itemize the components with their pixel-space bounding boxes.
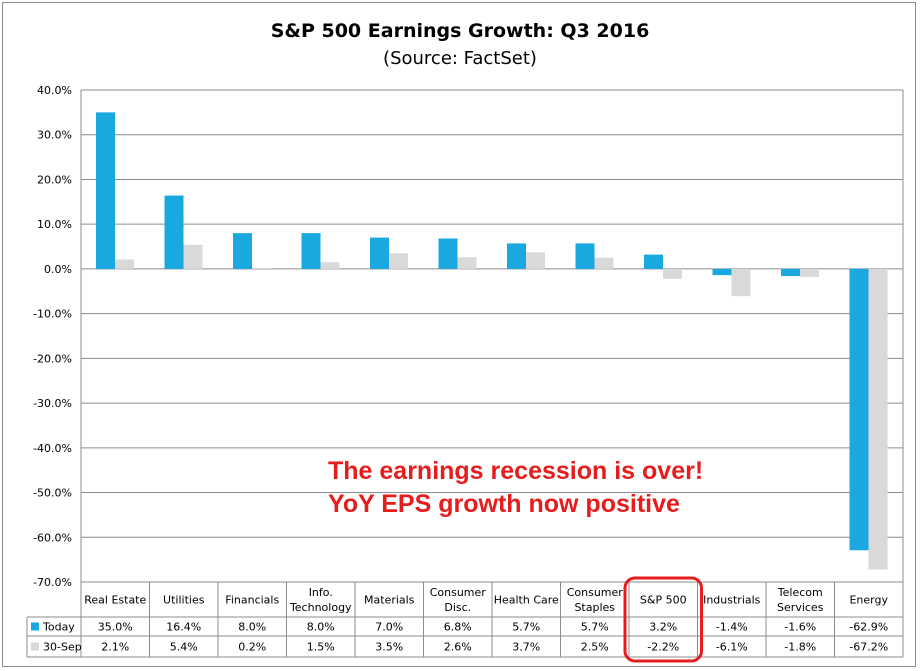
bar-30-sep — [389, 253, 408, 269]
data-label: 5.7% — [581, 621, 609, 634]
data-label: 2.1% — [101, 641, 129, 654]
bar-today — [164, 195, 184, 269]
category-label: Disc. — [444, 601, 471, 614]
data-label: 5.4% — [170, 641, 198, 654]
y-tick-label: -10.0% — [33, 308, 72, 321]
y-tick-label: 10.0% — [37, 218, 72, 231]
bar-today — [233, 233, 252, 269]
data-label: 2.6% — [444, 641, 472, 654]
bar-30-sep — [868, 268, 888, 570]
data-label: 2.5% — [581, 641, 609, 654]
category-label: Info. — [309, 586, 333, 599]
bar-today — [849, 268, 869, 551]
category-label: Industrials — [703, 594, 761, 607]
bar-30-sep — [252, 268, 271, 269]
y-tick-label: -70.0% — [33, 576, 72, 589]
y-tick-label: -40.0% — [33, 442, 72, 455]
legend-swatch — [31, 642, 39, 651]
data-label: 8.0% — [238, 621, 266, 634]
bar-today — [644, 254, 663, 269]
y-tick-label: 20.0% — [37, 173, 72, 186]
annotation-line-2: YoY EPS growth now positive — [328, 490, 680, 518]
bar-30-sep — [183, 244, 203, 269]
data-label: 1.5% — [307, 641, 335, 654]
data-label: 7.0% — [375, 621, 403, 634]
chart-title: S&P 500 Earnings Growth: Q3 2016 — [270, 20, 650, 42]
category-label: Health Care — [494, 594, 559, 607]
data-label: -1.6% — [784, 621, 816, 634]
y-tick-label: -60.0% — [33, 531, 72, 544]
data-label: -62.9% — [849, 621, 888, 634]
data-label: 3.2% — [649, 621, 677, 634]
bar-30-sep — [800, 268, 819, 277]
data-label: -1.8% — [784, 641, 816, 654]
bar-30-sep — [115, 259, 134, 269]
y-tick-label: 40.0% — [37, 84, 72, 97]
highlight-box — [623, 576, 703, 663]
bar-30-sep — [457, 257, 477, 269]
bar-today — [575, 243, 595, 269]
category-label: Staples — [574, 601, 615, 614]
bar-today — [301, 233, 321, 269]
data-label: 3.5% — [375, 641, 403, 654]
category-label: Financials — [225, 594, 279, 607]
data-label: 35.0% — [98, 621, 133, 634]
y-tick-label: -50.0% — [33, 487, 72, 500]
bar-today — [96, 112, 115, 269]
category-label: Telecom — [777, 586, 823, 599]
category-label: Materials — [364, 594, 415, 607]
legend-label: 30-Sep — [43, 641, 82, 654]
data-label: -67.2% — [849, 641, 888, 654]
data-label: 6.8% — [444, 621, 472, 634]
chart-subtitle: (Source: FactSet) — [383, 48, 537, 69]
data-label: -6.1% — [716, 641, 748, 654]
bar-30-sep — [663, 268, 682, 279]
y-tick-label: 30.0% — [37, 129, 72, 142]
data-label: 3.7% — [512, 641, 540, 654]
bar-30-sep — [320, 262, 340, 269]
category-label: Consumer — [430, 586, 487, 599]
category-label: Utilities — [163, 594, 205, 607]
bar-today — [370, 237, 389, 269]
category-label: Real Estate — [84, 594, 146, 607]
bar-30-sep — [526, 252, 545, 269]
category-label: Technology — [289, 601, 352, 614]
category-label: Consumer — [567, 586, 624, 599]
y-tick-label: -30.0% — [33, 397, 72, 410]
category-label: Services — [777, 601, 824, 614]
bar-today — [507, 243, 526, 269]
category-label: S&P 500 — [640, 594, 687, 607]
legend-label: Today — [42, 621, 75, 634]
y-tick-label: 0.0% — [44, 263, 72, 276]
bar-today — [781, 268, 800, 277]
data-label: -1.4% — [716, 621, 748, 634]
data-label: -2.2% — [647, 641, 679, 654]
data-label: 0.2% — [238, 641, 266, 654]
data-label: 16.4% — [166, 621, 201, 634]
category-label: Energy — [849, 594, 888, 607]
bar-today — [712, 268, 732, 276]
y-tick-label: -20.0% — [33, 352, 72, 365]
legend-swatch — [31, 622, 39, 631]
bar-today — [438, 238, 458, 269]
annotation-line-1: The earnings recession is over! — [328, 457, 704, 485]
bar-30-sep — [594, 257, 614, 269]
data-label: 8.0% — [307, 621, 335, 634]
data-label: 5.7% — [512, 621, 540, 634]
bar-30-sep — [731, 268, 751, 297]
